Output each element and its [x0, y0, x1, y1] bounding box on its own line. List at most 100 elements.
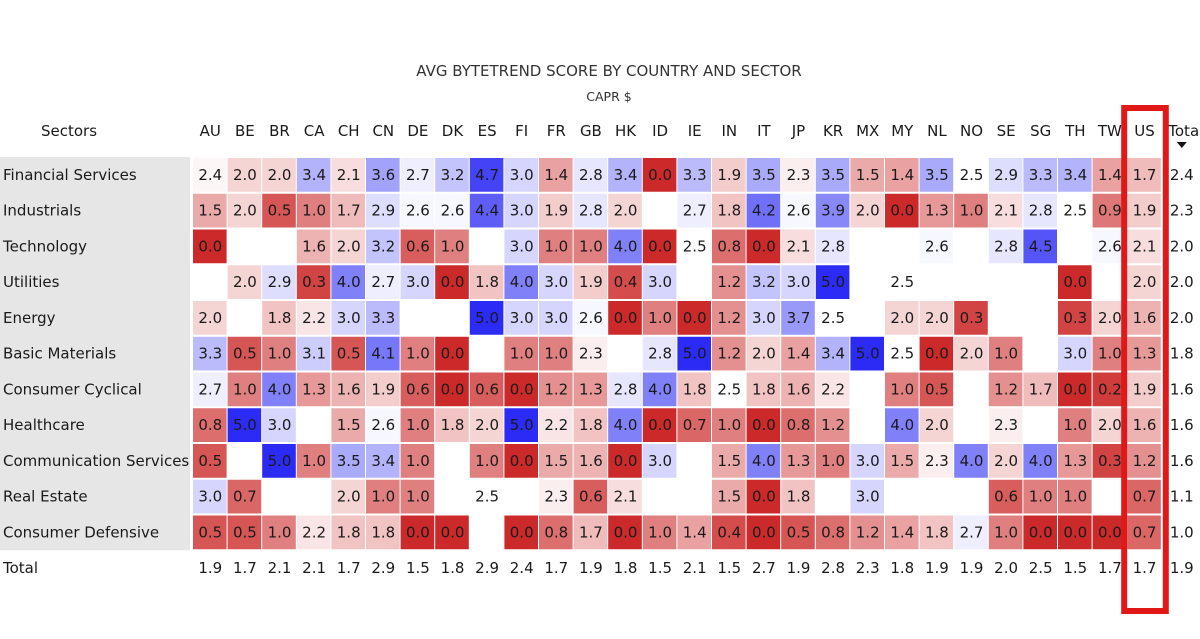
- cell-value: 1.8: [579, 416, 603, 434]
- column-header-us[interactable]: US: [1134, 122, 1155, 140]
- cell-value: 1.3: [1063, 452, 1087, 470]
- cell-value: 1.7: [1098, 559, 1122, 577]
- cell-value: 1.7: [337, 559, 361, 577]
- cell-value: 0.0: [1098, 523, 1122, 541]
- heatmap-cell: [469, 193, 504, 228]
- row-label-utilities[interactable]: Utilities: [3, 273, 60, 291]
- cell-value: 2.1: [683, 559, 707, 577]
- row-label-communication-services[interactable]: Communication Services: [3, 452, 189, 470]
- column-header-ch[interactable]: CH: [338, 122, 360, 140]
- cell-value: 2.0: [233, 202, 257, 220]
- column-header-be[interactable]: BE: [235, 122, 255, 140]
- cell-value: 2.7: [371, 273, 395, 291]
- cell-value: 0.0: [1063, 523, 1087, 541]
- column-header-tw[interactable]: TW: [1097, 122, 1122, 140]
- column-header-au[interactable]: AU: [200, 122, 221, 140]
- row-label-industrials[interactable]: Industrials: [3, 202, 81, 220]
- heatmap-cell: [919, 336, 954, 371]
- heatmap-cell: [331, 336, 365, 371]
- heatmap-cell: [400, 265, 435, 299]
- heatmap-cell: [469, 265, 504, 299]
- heatmap-cell: [539, 193, 573, 228]
- column-header-nl[interactable]: NL: [927, 122, 947, 140]
- column-header-ca[interactable]: CA: [304, 122, 325, 140]
- cell-value: 0.0: [441, 273, 465, 291]
- row-label-technology[interactable]: Technology: [2, 237, 87, 255]
- heatmap-cell: [988, 479, 1023, 514]
- cell-value: 1.0: [406, 345, 430, 363]
- cell-value: 0.3: [1098, 452, 1122, 470]
- cell-value: 3.0: [856, 488, 880, 506]
- row-label-consumer-cyclical[interactable]: Consumer Cyclical: [3, 380, 142, 398]
- heatmap-cell: [400, 515, 435, 550]
- heatmap-cell: [850, 193, 884, 228]
- column-header-total[interactable]: Total: [1167, 122, 1200, 140]
- row-label-basic-materials[interactable]: Basic Materials: [3, 345, 116, 363]
- heatmap-cell: [296, 193, 331, 228]
- cell-value: 0.4: [717, 523, 741, 541]
- cell-value: 1.5: [717, 452, 741, 470]
- sectors-header: Sectors: [41, 122, 97, 140]
- heatmap-cell: [366, 229, 400, 264]
- cell-value: 4.0: [648, 380, 672, 398]
- cell-value: 0.8: [717, 237, 741, 255]
- cell-value: 1.5: [1063, 559, 1087, 577]
- cell-value: 3.3: [683, 166, 707, 184]
- column-header-no[interactable]: NO: [960, 122, 983, 140]
- column-header-dk[interactable]: DK: [442, 122, 465, 140]
- cell-value: 1.0: [371, 488, 395, 506]
- column-header-fi[interactable]: FI: [515, 122, 528, 140]
- sort-descending-icon[interactable]: [1176, 142, 1187, 148]
- heatmap-cell: [262, 158, 296, 192]
- column-header-cn[interactable]: CN: [372, 122, 394, 140]
- cell-value: 2.2: [302, 309, 326, 327]
- cell-value: 5.0: [475, 309, 499, 327]
- cell-value: 1.2: [821, 416, 845, 434]
- cell-value: 1.7: [579, 523, 603, 541]
- heatmap-cell: [193, 301, 227, 335]
- heatmap-cell: [573, 479, 608, 514]
- heatmap-cell: [227, 265, 262, 299]
- column-header-my[interactable]: MY: [891, 122, 914, 140]
- cell-value: 5.0: [683, 345, 707, 363]
- cell-value: 1.0: [1098, 345, 1122, 363]
- column-header-de[interactable]: DE: [407, 122, 428, 140]
- column-header-mx[interactable]: MX: [856, 122, 879, 140]
- column-header-in[interactable]: IN: [721, 122, 737, 140]
- row-label-healthcare[interactable]: Healthcare: [3, 416, 85, 434]
- cell-value: 1.9: [1133, 202, 1157, 220]
- cell-value: 2.3: [544, 488, 568, 506]
- column-header-hk[interactable]: HK: [615, 122, 637, 140]
- row-label-real-estate[interactable]: Real Estate: [3, 488, 88, 506]
- cell-value: 1.0: [268, 523, 292, 541]
- column-header-ie[interactable]: IE: [688, 122, 702, 140]
- column-header-th[interactable]: TH: [1064, 122, 1085, 140]
- column-header-kr[interactable]: KR: [823, 122, 843, 140]
- cell-value: 1.9: [960, 559, 984, 577]
- heatmap-cell: [1092, 193, 1127, 228]
- column-header-br[interactable]: BR: [269, 122, 290, 140]
- heatmap-cell: [608, 193, 642, 228]
- cell-value: 2.5: [475, 488, 499, 506]
- column-header-es[interactable]: ES: [478, 122, 497, 140]
- column-header-se[interactable]: SE: [997, 122, 1016, 140]
- row-label-financial-services[interactable]: Financial Services: [3, 166, 137, 184]
- cell-value: 4.1: [371, 345, 395, 363]
- heatmap-cell: [885, 372, 919, 407]
- column-header-sg[interactable]: SG: [1030, 122, 1051, 140]
- column-header-it[interactable]: IT: [757, 122, 771, 140]
- cell-value: 5.0: [268, 452, 292, 470]
- column-header-fr[interactable]: FR: [547, 122, 566, 140]
- row-label-total[interactable]: Total: [2, 559, 38, 577]
- column-header-gb[interactable]: GB: [580, 122, 602, 140]
- row-label-consumer-defensive[interactable]: Consumer Defensive: [3, 523, 159, 541]
- cell-value: 3.5: [925, 166, 949, 184]
- heatmap-cell: [193, 515, 227, 550]
- heatmap-cell: [677, 515, 711, 550]
- column-header-id[interactable]: ID: [652, 122, 668, 140]
- heatmap-cell: [539, 265, 573, 299]
- heatmap-cell: [193, 229, 227, 264]
- row-label-energy[interactable]: Energy: [3, 309, 56, 327]
- column-header-jp[interactable]: JP: [791, 122, 805, 140]
- heatmap-cell: [885, 336, 919, 371]
